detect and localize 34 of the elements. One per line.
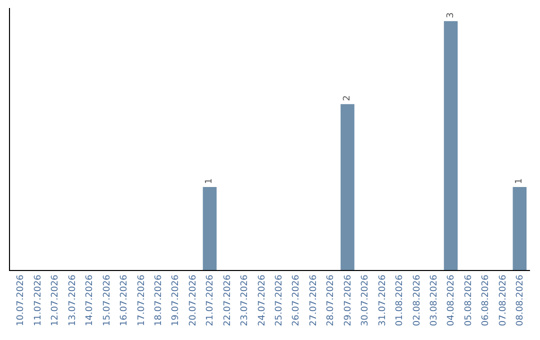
data-label: 3 bbox=[446, 12, 456, 18]
x-tick-label: 21.07.2026 bbox=[206, 274, 216, 326]
x-tick-label: 24.07.2026 bbox=[257, 274, 268, 326]
x-tick-label: 29.07.2026 bbox=[343, 274, 354, 326]
x-tick-label: 15.07.2026 bbox=[102, 274, 112, 326]
x-tick-label: 31.07.2026 bbox=[378, 274, 388, 326]
x-tick-label: 28.07.2026 bbox=[326, 274, 336, 326]
x-tick-label: 03.08.2026 bbox=[430, 274, 440, 326]
x-tick-label: 01.08.2026 bbox=[395, 274, 406, 326]
x-tick-label: 22.07.2026 bbox=[222, 274, 233, 326]
x-tick-label: 27.07.2026 bbox=[308, 274, 319, 326]
x-tick-label: 26.07.2026 bbox=[292, 274, 302, 326]
x-tick-label: 04.08.2026 bbox=[446, 274, 457, 326]
data-label: 1 bbox=[514, 178, 525, 184]
x-tick-label: 11.07.2026 bbox=[33, 274, 44, 326]
x-tick-label: 08.08.2026 bbox=[516, 274, 526, 326]
x-tick-label: 18.07.2026 bbox=[154, 274, 164, 326]
x-tick-label: 02.08.2026 bbox=[412, 274, 422, 326]
x-tick-label: 14.07.2026 bbox=[85, 274, 96, 326]
x-tick-label: 05.08.2026 bbox=[464, 274, 474, 326]
x-tick-label: 12.07.2026 bbox=[50, 274, 61, 326]
x-tick-label: 16.07.2026 bbox=[120, 274, 130, 326]
x-tick-label: 23.07.2026 bbox=[240, 274, 250, 326]
data-label: 1 bbox=[204, 178, 215, 184]
x-tick-label: 10.07.2026 bbox=[16, 274, 26, 326]
x-tick-label: 25.07.2026 bbox=[274, 274, 285, 326]
x-tick-label: 20.07.2026 bbox=[188, 274, 198, 326]
x-tick-label: 13.07.2026 bbox=[68, 274, 78, 326]
x-tick-label: 19.07.2026 bbox=[171, 274, 182, 326]
data-label: 2 bbox=[342, 95, 352, 102]
x-tick-label: 07.08.2026 bbox=[498, 274, 508, 326]
x-tick-label: 17.07.2026 bbox=[136, 274, 147, 326]
x-tick-label: 30.07.2026 bbox=[360, 274, 371, 326]
x-tick-label: 06.08.2026 bbox=[481, 274, 492, 326]
